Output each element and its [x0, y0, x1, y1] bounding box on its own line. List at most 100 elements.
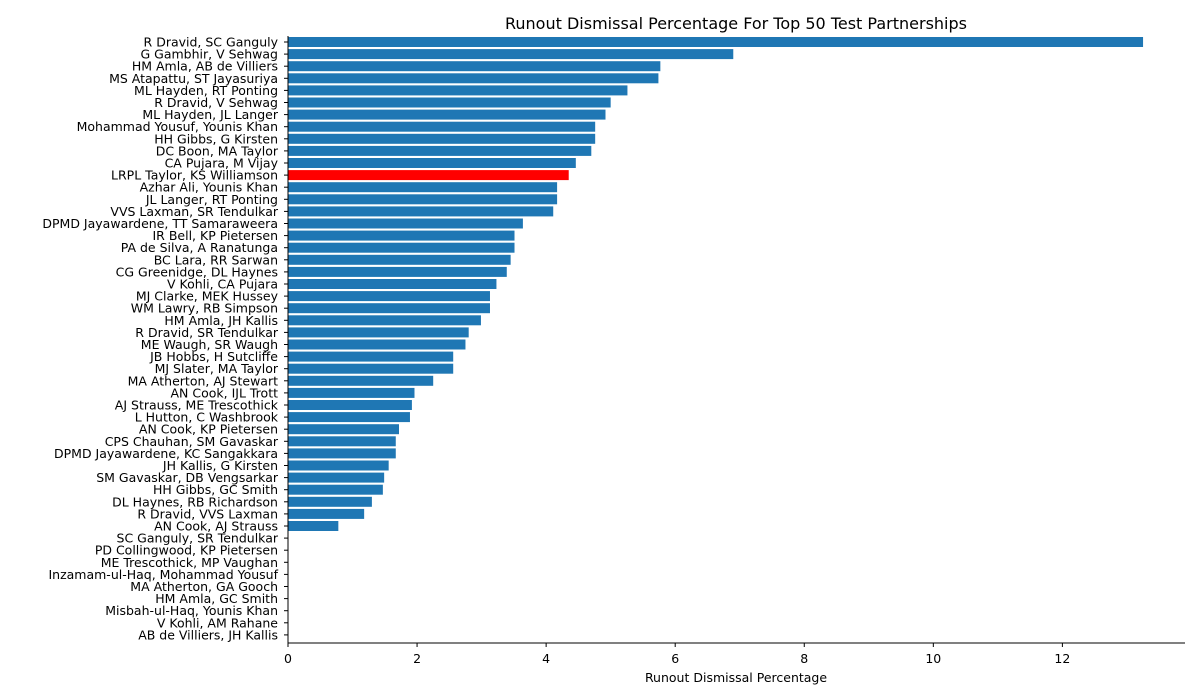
- y-tick-label: HM Amla, AB de Villiers: [132, 59, 278, 74]
- y-tick-label: R Dravid, SR Tendulkar: [135, 325, 279, 340]
- bar: [288, 375, 434, 386]
- bar: [288, 496, 372, 507]
- x-tick-label: 12: [1054, 651, 1070, 666]
- y-tick-label: Inzamam-ul-Haq, Mohammad Yousuf: [48, 567, 278, 582]
- bar: [288, 266, 507, 277]
- x-tick-label: 8: [800, 651, 808, 666]
- y-tick-label: Misbah-ul-Haq, Younis Khan: [105, 603, 278, 618]
- y-tick-label: DPMD Jayawardene, TT Samaraweera: [42, 216, 278, 231]
- y-tick-label: SM Gavaskar, DB Vengsarkar: [96, 470, 279, 485]
- y-tick-label: PA de Silva, A Ranatunga: [121, 240, 278, 255]
- bars-group: [288, 37, 1144, 531]
- y-tick-label: CA Pujara, M Vijay: [165, 156, 279, 171]
- y-tick-label: AN Cook, IJL Trott: [170, 385, 278, 400]
- bar: [288, 158, 576, 168]
- bar: [288, 339, 466, 350]
- y-tick-label: DL Haynes, RB Richardson: [112, 494, 278, 509]
- y-tick-label: R Dravid, V Sehwag: [154, 95, 278, 110]
- bar: [288, 412, 410, 423]
- bar: [288, 448, 396, 459]
- y-tick-label: MJ Slater, MA Taylor: [155, 361, 279, 376]
- x-tick-label: 2: [413, 651, 421, 666]
- y-tick-label: JB Hobbs, H Sutcliffe: [149, 349, 278, 364]
- y-tick-label: MA Atherton, AJ Stewart: [128, 373, 278, 388]
- y-tick-label: MJ Clarke, MEK Hussey: [136, 289, 279, 304]
- y-tick-label: AN Cook, AJ Strauss: [154, 519, 278, 534]
- y-tick-label: DC Boon, MA Taylor: [156, 143, 279, 158]
- y-tick-label: ME Trescothick, MP Vaughan: [101, 555, 278, 570]
- bar: [288, 145, 592, 156]
- y-tick-label: CG Greenidge, DL Haynes: [116, 264, 278, 279]
- y-tick-label: VVS Laxman, SR Tendulkar: [110, 204, 278, 219]
- bar: [288, 472, 385, 483]
- bar: [288, 182, 558, 193]
- bar: [288, 109, 606, 120]
- bar: [288, 37, 1144, 47]
- x-tick-label: 0: [284, 651, 292, 666]
- bar: [288, 194, 558, 205]
- bar: [288, 436, 396, 447]
- bar: [288, 218, 523, 229]
- bar: [288, 460, 389, 471]
- x-axis-label: Runout Dismissal Percentage: [645, 670, 827, 685]
- bar: [288, 61, 661, 72]
- bar: [288, 387, 415, 398]
- y-tick-label: CPS Chauhan, SM Gavaskar: [105, 434, 279, 449]
- y-tick-label: BC Lara, RR Sarwan: [154, 252, 278, 267]
- y-tick-label: V Kohli, CA Pujara: [167, 277, 278, 292]
- bar: [288, 242, 515, 253]
- y-tick-label: WM Lawry, RB Simpson: [131, 301, 278, 316]
- y-tick-label: R Dravid, SC Ganguly: [144, 35, 279, 50]
- y-tick-label: L Hutton, C Washbrook: [135, 410, 279, 425]
- bar: [288, 254, 511, 265]
- bar: [288, 303, 490, 314]
- y-tick-label: PD Collingwood, KP Pietersen: [95, 543, 278, 558]
- y-tick-label: R Dravid, VVS Laxman: [137, 506, 278, 521]
- bar: [288, 315, 481, 326]
- y-tick-label: AN Cook, KP Pietersen: [139, 422, 278, 437]
- bar: [288, 521, 339, 531]
- y-tick-label: V Kohli, AM Rahane: [157, 615, 278, 630]
- y-tick-label: MS Atapattu, ST Jayasuriya: [109, 71, 278, 86]
- bar: [288, 351, 454, 362]
- x-tick-label: 4: [542, 651, 550, 666]
- y-tick-label: JL Langer, RT Ponting: [145, 192, 278, 207]
- y-tick-label: ML Hayden, RT Ponting: [134, 83, 278, 98]
- bar: [288, 97, 611, 108]
- y-tick-label: AJ Strauss, ME Trescothick: [115, 398, 279, 413]
- bar: [288, 484, 383, 495]
- y-tick-label: Mohammad Yousuf, Younis Khan: [77, 119, 278, 134]
- bar: [288, 291, 490, 302]
- y-tick-label: IR Bell, KP Pietersen: [153, 228, 279, 243]
- chart-title: Runout Dismissal Percentage For Top 50 T…: [505, 14, 967, 33]
- x-tick-labels: 0 2 4 6 8 10 12: [284, 643, 1070, 666]
- y-tick-label: DPMD Jayawardene, KC Sangakkara: [54, 446, 278, 461]
- bar: [288, 327, 469, 338]
- y-tick-label: HH Gibbs, G Kirsten: [154, 131, 278, 146]
- bar: [288, 508, 365, 519]
- bar: [288, 230, 515, 241]
- y-tick-label: HH Gibbs, GC Smith: [153, 482, 278, 497]
- bar: [288, 400, 412, 410]
- y-tick-label: LRPL Taylor, KS Williamson: [111, 168, 278, 183]
- bar: [288, 206, 554, 217]
- x-tick-label: 6: [671, 651, 679, 666]
- y-tick-label: G Gambhir, V Sehwag: [141, 47, 279, 62]
- bar: [288, 73, 659, 84]
- y-tick-label: JH Kallis, G Kirsten: [162, 458, 278, 473]
- bar: [288, 279, 497, 289]
- bar: [288, 133, 596, 144]
- x-tick-label: 10: [925, 651, 941, 666]
- bar: [288, 49, 734, 60]
- y-tick-label: ME Waugh, SR Waugh: [141, 337, 278, 352]
- y-tick-label: ML Hayden, JL Langer: [142, 107, 278, 122]
- bar: [288, 424, 399, 435]
- bar: [288, 85, 628, 96]
- y-tick-label: MA Atherton, GA Gooch: [130, 579, 278, 594]
- y-tick-label: HM Amla, JH Kallis: [164, 313, 278, 328]
- bar: [288, 121, 596, 132]
- y-tick-label: AB de Villiers, JH Kallis: [138, 627, 278, 642]
- y-tick-label: HM Amla, GC Smith: [155, 591, 278, 606]
